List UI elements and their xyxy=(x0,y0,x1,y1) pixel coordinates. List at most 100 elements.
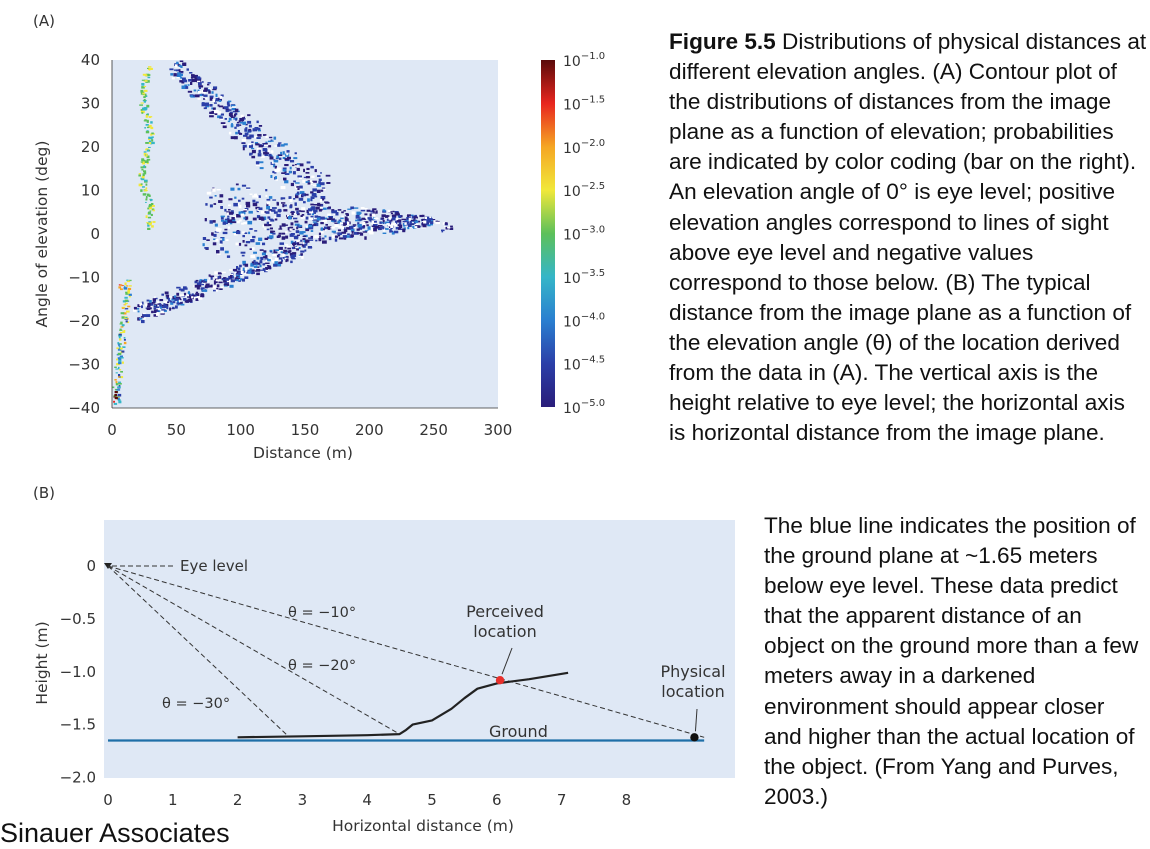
heatmap-cell xyxy=(259,264,262,268)
colorbar-tick-label: 10−2.0 xyxy=(563,138,605,157)
heatmap-cell xyxy=(118,400,122,404)
heatmap-cell xyxy=(141,301,144,305)
heatmap-cell xyxy=(301,207,306,211)
heatmap-cell xyxy=(128,279,132,282)
heatmap-cell xyxy=(344,218,349,222)
heatmap-cell xyxy=(242,210,246,215)
heatmap-cell xyxy=(140,166,143,169)
heatmap-cell xyxy=(218,97,222,101)
heatmap-cell xyxy=(245,127,248,131)
heatmap-cell xyxy=(257,262,261,265)
heatmap-cell xyxy=(193,89,197,92)
heatmap-cell xyxy=(422,224,427,228)
heatmap-cell xyxy=(198,87,201,89)
heatmap-cell xyxy=(219,240,223,244)
heatmap-cell xyxy=(355,215,360,219)
heatmap-cell xyxy=(179,60,184,62)
heatmap-cell xyxy=(211,232,214,235)
heatmap-cell xyxy=(325,202,330,204)
heatmap-cell xyxy=(238,280,241,282)
heatmap-cell xyxy=(236,230,241,235)
heatmap-cell xyxy=(267,236,271,239)
heatmap-cell xyxy=(251,261,254,264)
heatmap-cell xyxy=(351,230,354,234)
heatmap-cell xyxy=(357,222,360,226)
heatmap-cell xyxy=(284,257,288,260)
heatmap-cell xyxy=(268,196,273,199)
heatmap-cell xyxy=(242,240,245,243)
heatmap-cell xyxy=(404,221,407,225)
heatmap-cell xyxy=(402,220,407,223)
heatmap-cell xyxy=(365,216,368,219)
heatmap-cell xyxy=(258,149,261,153)
heatmap-cell xyxy=(271,209,276,212)
heatmap-cell xyxy=(423,220,427,224)
heatmap-cell xyxy=(118,333,122,336)
heatmap-cell xyxy=(395,227,399,230)
heatmap-cell xyxy=(192,294,197,297)
heatmap-cell xyxy=(373,228,377,232)
heatmap-cell xyxy=(251,149,256,154)
heatmap-cell xyxy=(351,211,355,215)
heatmap-cell xyxy=(187,291,190,295)
heatmap-cell xyxy=(277,253,281,256)
heatmap-cell xyxy=(303,168,305,173)
heatmap-cell xyxy=(245,201,251,206)
heatmap-cell xyxy=(311,206,316,210)
heatmap-cell xyxy=(294,202,297,206)
heatmap-cell xyxy=(314,235,319,238)
heatmap-cell xyxy=(265,189,268,192)
heatmap-cell xyxy=(267,258,271,262)
heatmap-cell xyxy=(120,321,123,324)
heatmap-cell xyxy=(278,232,282,235)
x-tick-label: 1 xyxy=(168,791,178,809)
heatmap-cell xyxy=(118,343,120,347)
heatmap-cell xyxy=(144,74,148,77)
heatmap-cell xyxy=(178,71,184,73)
heatmap-cell xyxy=(328,236,332,241)
heatmap-cell xyxy=(224,219,229,222)
heatmap-cell xyxy=(367,226,371,230)
heatmap-cell xyxy=(238,276,241,279)
heatmap-cell xyxy=(159,305,163,309)
heatmap-cell xyxy=(178,300,182,302)
y-axis-label: Angle of elevation (deg) xyxy=(33,141,51,328)
heatmap-cell xyxy=(291,210,295,213)
heatmap-cell xyxy=(143,159,146,162)
x-tick-label: 6 xyxy=(492,791,502,809)
heatmap-cell xyxy=(340,222,344,225)
heatmap-cell xyxy=(216,189,221,191)
heatmap-cell xyxy=(228,204,231,207)
heatmap-cell xyxy=(390,218,393,222)
heatmap-cell xyxy=(233,202,238,207)
heatmap-cell xyxy=(441,229,445,232)
heatmap-cell xyxy=(249,154,252,156)
heatmap-cell xyxy=(389,221,392,225)
heatmap-cell xyxy=(142,92,145,95)
colorbar-tick-label: 10−3.0 xyxy=(563,225,605,244)
heatmap-cell xyxy=(140,109,143,111)
heatmap-cell xyxy=(141,158,145,162)
heatmap-cell xyxy=(352,224,357,226)
heatmap-cell xyxy=(264,237,269,240)
heatmap-cell xyxy=(264,255,268,257)
heatmap-cell xyxy=(163,303,166,306)
heatmap-cell xyxy=(183,79,188,83)
heatmap-cell xyxy=(429,219,434,222)
heatmap-cell xyxy=(234,108,239,113)
heatmap-cell xyxy=(255,161,260,165)
heatmap-cell xyxy=(347,233,350,235)
heatmap-cell xyxy=(280,144,285,147)
heatmap-cell xyxy=(257,134,262,137)
heatmap-cell xyxy=(319,206,324,210)
heatmap-cell xyxy=(181,82,185,84)
heatmap-cell xyxy=(145,183,148,186)
heatmap-cell xyxy=(306,209,309,214)
heatmap-cell xyxy=(274,258,279,262)
sight-line xyxy=(107,565,400,735)
x-tick-label: 0 xyxy=(107,421,117,439)
heatmap-cell xyxy=(310,191,314,194)
heatmap-cell xyxy=(138,183,143,187)
heatmap-cell xyxy=(223,277,226,280)
heatmap-cell xyxy=(224,106,229,110)
